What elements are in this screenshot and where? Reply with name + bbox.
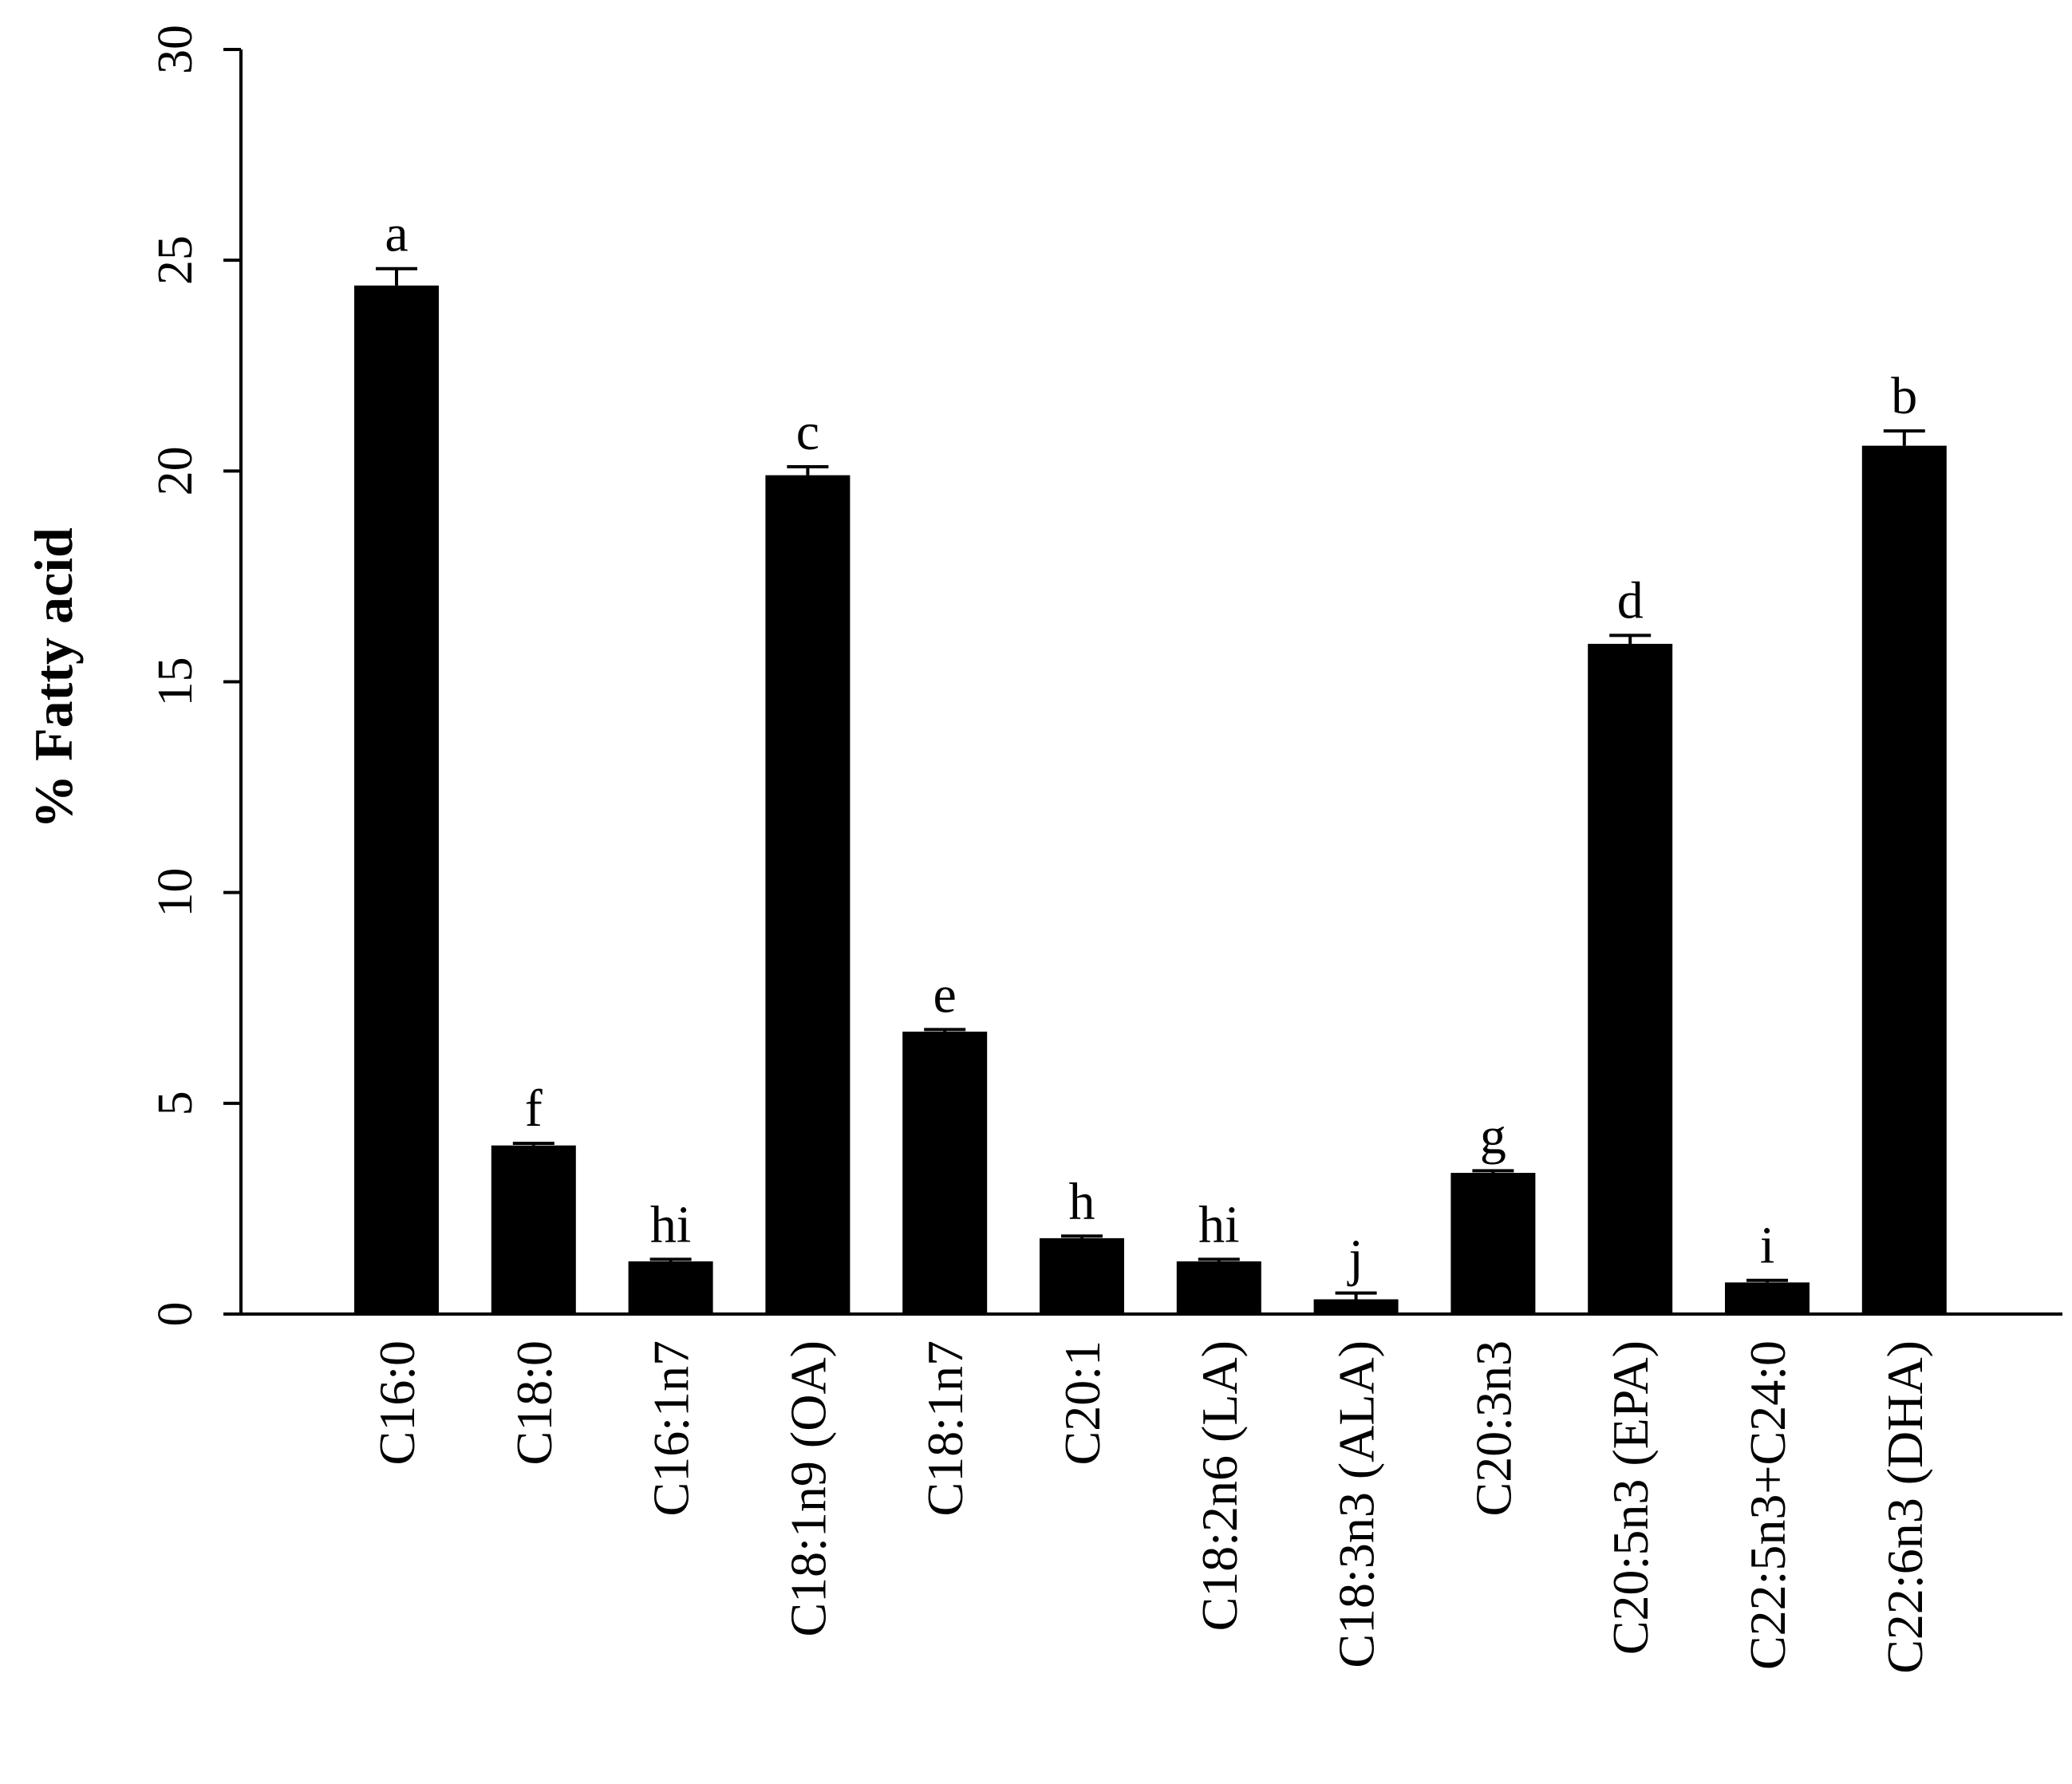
x-axis-labels: C16:0 C18:0 C16:1n7 C18:1n9 (OA) C18:1n7 C20:… bbox=[369, 1340, 1933, 1674]
significance-letter: hi bbox=[1198, 1195, 1239, 1253]
bar bbox=[628, 1261, 713, 1314]
x-tick-label: C18:2n6 (LA) bbox=[1191, 1340, 1248, 1631]
bar bbox=[765, 475, 851, 1314]
x-tick-label: C18:1n9 (OA) bbox=[779, 1340, 836, 1637]
x-tick-label: C22:5n3+C24:0 bbox=[1739, 1340, 1796, 1670]
significance-letter: b bbox=[1891, 367, 1917, 425]
x-tick-label: C16:0 bbox=[369, 1340, 425, 1465]
significance-letter: j bbox=[1347, 1229, 1363, 1288]
significance-letter: h bbox=[1069, 1172, 1095, 1230]
significance-letter: f bbox=[525, 1079, 543, 1138]
bar bbox=[902, 1032, 988, 1314]
x-tick-label: C20:1 bbox=[1054, 1340, 1111, 1465]
bar bbox=[354, 285, 439, 1314]
x-tick-label: C18:1n7 bbox=[917, 1340, 973, 1516]
x-tick-label: C22:6n3 (DHA) bbox=[1877, 1340, 1933, 1674]
significance-letter: hi bbox=[650, 1195, 691, 1253]
y-tick-label: 25 bbox=[148, 235, 203, 285]
x-tick-label: C18:3n3 (ALA) bbox=[1328, 1340, 1385, 1668]
significance-letter: e bbox=[933, 965, 957, 1024]
bar bbox=[1450, 1173, 1536, 1314]
bar bbox=[1861, 445, 1947, 1315]
bars: a f hi c e h hi j g d i b bbox=[354, 205, 1947, 1315]
y-tick-label: 0 bbox=[148, 1302, 203, 1327]
significance-letter: c bbox=[796, 403, 819, 461]
significance-letter: i bbox=[1760, 1217, 1774, 1275]
bar bbox=[1313, 1299, 1399, 1314]
x-tick-label: C18:0 bbox=[506, 1340, 562, 1465]
y-tick-label: 20 bbox=[148, 446, 203, 495]
significance-letter: a bbox=[385, 205, 408, 263]
bar bbox=[1176, 1261, 1261, 1314]
bar bbox=[1588, 643, 1673, 1314]
x-tick-label: C16:1n7 bbox=[643, 1340, 700, 1516]
bar bbox=[491, 1145, 576, 1314]
y-tick-label: 10 bbox=[148, 868, 203, 918]
x-tick-label: C20:3n3 bbox=[1465, 1340, 1521, 1516]
significance-letter: d bbox=[1617, 571, 1644, 630]
significance-letter: g bbox=[1480, 1107, 1506, 1165]
y-tick-label: 5 bbox=[148, 1091, 203, 1115]
x-tick-label: C20:5n3 (EPA) bbox=[1602, 1340, 1659, 1655]
bar bbox=[1725, 1282, 1810, 1314]
y-tick-label: 30 bbox=[148, 25, 203, 74]
y-axis-title: % Fatty acid bbox=[23, 527, 84, 829]
y-tick-label: 15 bbox=[148, 657, 203, 707]
bar bbox=[1040, 1237, 1124, 1314]
